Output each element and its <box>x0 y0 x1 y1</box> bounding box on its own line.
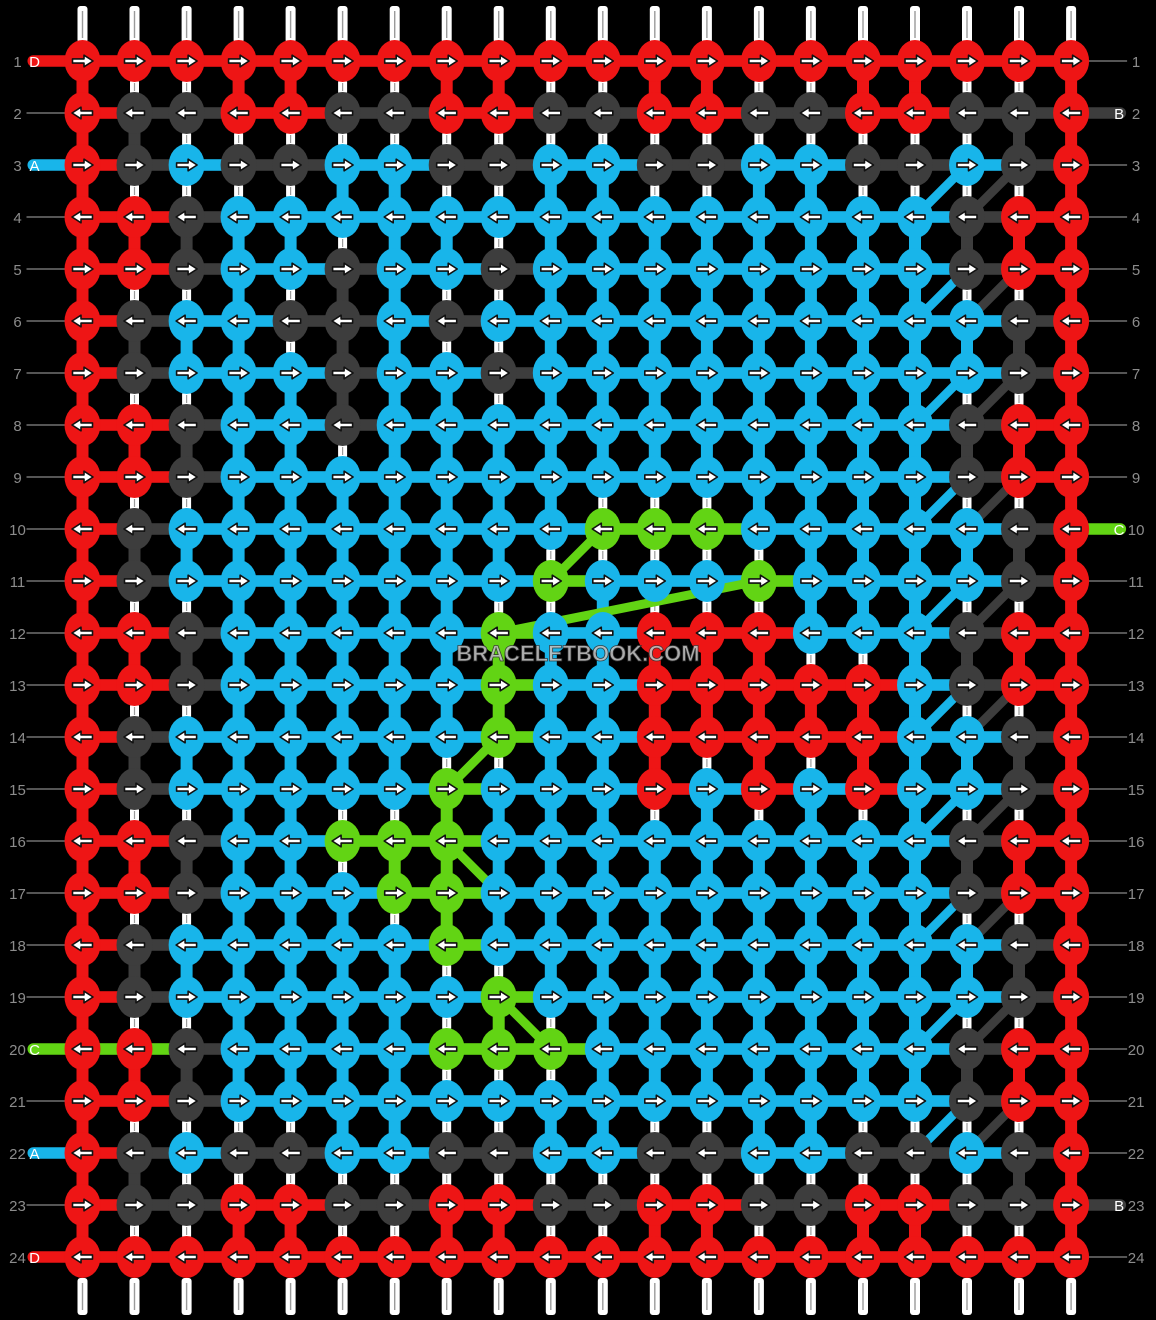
svg-text:16: 16 <box>9 834 26 851</box>
svg-text:D: D <box>29 1250 40 1267</box>
svg-text:21: 21 <box>9 1094 26 1111</box>
svg-text:1: 1 <box>1132 54 1140 71</box>
svg-text:3: 3 <box>1132 158 1140 175</box>
svg-text:19: 19 <box>1128 990 1145 1007</box>
svg-text:13: 13 <box>9 678 26 695</box>
svg-text:A: A <box>29 158 39 175</box>
svg-text:18: 18 <box>9 938 26 955</box>
svg-text:7: 7 <box>13 366 21 383</box>
svg-text:8: 8 <box>1132 418 1140 435</box>
svg-text:BRACELETBOOK.COM: BRACELETBOOK.COM <box>456 641 699 666</box>
svg-text:17: 17 <box>9 886 26 903</box>
svg-text:16: 16 <box>1128 834 1145 851</box>
svg-text:C: C <box>29 1042 40 1059</box>
svg-text:18: 18 <box>1128 938 1145 955</box>
svg-text:21: 21 <box>1128 1094 1145 1111</box>
svg-text:23: 23 <box>1128 1198 1145 1215</box>
svg-text:10: 10 <box>9 522 26 539</box>
svg-text:17: 17 <box>1128 886 1145 903</box>
svg-text:B: B <box>1114 106 1124 123</box>
svg-text:20: 20 <box>9 1042 26 1059</box>
svg-text:11: 11 <box>10 574 26 591</box>
svg-text:23: 23 <box>9 1198 26 1215</box>
svg-text:22: 22 <box>9 1146 26 1163</box>
svg-text:5: 5 <box>13 262 21 279</box>
svg-text:9: 9 <box>13 470 21 487</box>
svg-text:6: 6 <box>13 314 21 331</box>
svg-text:15: 15 <box>1128 782 1145 799</box>
svg-text:10: 10 <box>1128 522 1145 539</box>
svg-text:11: 11 <box>1128 574 1144 591</box>
svg-text:15: 15 <box>9 782 26 799</box>
svg-text:5: 5 <box>1132 262 1140 279</box>
svg-text:C: C <box>1114 522 1125 539</box>
svg-text:24: 24 <box>1128 1250 1145 1267</box>
svg-text:8: 8 <box>13 418 21 435</box>
svg-text:2: 2 <box>13 106 21 123</box>
svg-text:20: 20 <box>1128 1042 1145 1059</box>
svg-text:14: 14 <box>9 730 26 747</box>
svg-text:2: 2 <box>1132 106 1140 123</box>
svg-text:4: 4 <box>13 210 21 227</box>
svg-text:13: 13 <box>1128 678 1145 695</box>
svg-text:7: 7 <box>1132 366 1140 383</box>
svg-text:22: 22 <box>1128 1146 1145 1163</box>
svg-text:6: 6 <box>1132 314 1140 331</box>
svg-text:3: 3 <box>13 158 21 175</box>
svg-text:19: 19 <box>9 990 26 1007</box>
svg-text:D: D <box>29 54 40 71</box>
svg-text:12: 12 <box>1128 626 1145 643</box>
svg-text:14: 14 <box>1128 730 1145 747</box>
svg-text:A: A <box>29 1146 39 1163</box>
svg-text:4: 4 <box>1132 210 1140 227</box>
svg-text:24: 24 <box>9 1250 26 1267</box>
svg-text:B: B <box>1114 1198 1124 1215</box>
svg-text:12: 12 <box>9 626 26 643</box>
svg-text:9: 9 <box>1132 470 1140 487</box>
svg-text:1: 1 <box>13 54 21 71</box>
